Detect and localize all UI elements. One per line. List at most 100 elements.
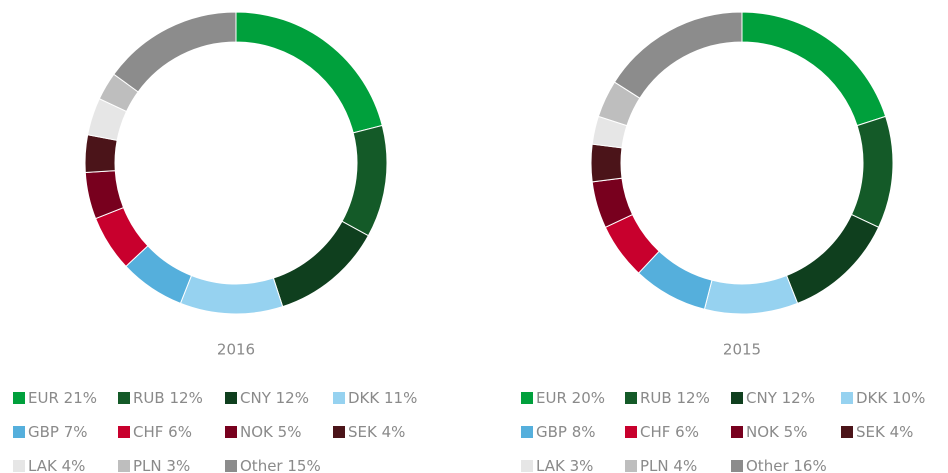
legend-value: 4% (62, 457, 86, 473)
legend-value: 4% (673, 457, 697, 473)
legend-swatch (13, 460, 25, 472)
legend-label: LAK 3% (536, 457, 593, 473)
legend-value: 3% (166, 457, 190, 473)
legend-label: EUR 20% (536, 389, 605, 407)
legend-value: 20% (572, 389, 605, 407)
legend-swatch (118, 426, 130, 438)
legend-swatch (225, 392, 237, 404)
legend-swatch (521, 426, 533, 438)
legend-swatch (841, 426, 853, 438)
donut-segment (272, 220, 370, 308)
legend-name: EUR (28, 389, 59, 407)
legend-label: CNY 12% (746, 389, 815, 407)
legend-swatch (841, 392, 853, 404)
legend-name: CNY (746, 389, 778, 407)
legend-value: 12% (169, 389, 202, 407)
legend-label: NOK 5% (746, 423, 807, 441)
legend-name: GBP (536, 423, 567, 441)
legend-value: 8% (572, 423, 596, 441)
legend-name: RUB (133, 389, 165, 407)
legend-value: 11% (384, 389, 417, 407)
legend-label: NOK 5% (240, 423, 301, 441)
legend-name: NOK (746, 423, 780, 441)
donut-segment (84, 134, 118, 174)
legend-swatch (625, 460, 637, 472)
legend-name: Other (746, 457, 789, 473)
legend-name: GBP (28, 423, 59, 441)
legend-swatch (521, 460, 533, 472)
legend-swatch (731, 426, 743, 438)
donut-segment (613, 11, 743, 99)
legend-label: RUB 12% (133, 389, 203, 407)
legend-label: CHF 6% (133, 423, 192, 441)
legend-label: CNY 12% (240, 389, 309, 407)
legend-name: LAK (536, 457, 566, 473)
legend-value: 5% (784, 423, 808, 441)
donut-segment (590, 143, 623, 183)
legend-name: RUB (640, 389, 672, 407)
legend-name: PLN (133, 457, 162, 473)
legend-name: Other (240, 457, 283, 473)
legend-label: LAK 4% (28, 457, 85, 473)
legend-value: 12% (276, 389, 309, 407)
donut-segment (179, 274, 284, 315)
legend-value: 4% (890, 423, 914, 441)
legend-name: CNY (240, 389, 272, 407)
legend-name: CHF (133, 423, 163, 441)
legend-value: 10% (892, 389, 925, 407)
legend-value: 6% (675, 423, 699, 441)
legend-name: DKK (856, 389, 888, 407)
legend-value: 12% (782, 389, 815, 407)
legend-value: 12% (676, 389, 709, 407)
legend-name: CHF (640, 423, 670, 441)
legend-label: SEK 4% (856, 423, 913, 441)
legend-swatch (118, 460, 130, 472)
legend-label: PLN 4% (640, 457, 697, 473)
legend-swatch (118, 392, 130, 404)
legend-name: NOK (240, 423, 274, 441)
legend-value: 16% (793, 457, 826, 473)
legend-label: Other 16% (746, 457, 827, 473)
legend-label: DKK 11% (348, 389, 417, 407)
legend-value: 3% (570, 457, 594, 473)
legend-name: PLN (640, 457, 669, 473)
legend-swatch (13, 392, 25, 404)
legend-name: SEK (348, 423, 378, 441)
legend-value: 5% (278, 423, 302, 441)
legend-name: EUR (536, 389, 567, 407)
legend-value: 6% (168, 423, 192, 441)
donut-segment (850, 115, 894, 228)
legend-swatch (521, 392, 533, 404)
donut-segment (341, 124, 388, 237)
donut-segment (741, 11, 887, 127)
legend-label: PLN 3% (133, 457, 190, 473)
legend-label: EUR 21% (28, 389, 97, 407)
legend-value: 4% (382, 423, 406, 441)
legend-swatch (731, 392, 743, 404)
donut-segment (785, 213, 880, 305)
legend-value: 15% (287, 457, 320, 473)
chart-title: 2016 (217, 341, 255, 359)
legend-label: CHF 6% (640, 423, 699, 441)
legend-swatch (333, 426, 345, 438)
legend-name: SEK (856, 423, 886, 441)
donut-segment (703, 274, 799, 315)
chart-title: 2015 (723, 341, 761, 359)
legend-swatch (333, 392, 345, 404)
donut-segment (235, 11, 383, 134)
legend-swatch (731, 460, 743, 472)
donut-segment (113, 11, 237, 93)
legend-label: GBP 7% (28, 423, 88, 441)
legend-swatch (13, 426, 25, 438)
legend-label: GBP 8% (536, 423, 596, 441)
legend-label: SEK 4% (348, 423, 405, 441)
legend-label: DKK 10% (856, 389, 925, 407)
legend-swatch (625, 392, 637, 404)
legend-swatch (625, 426, 637, 438)
legend-name: DKK (348, 389, 380, 407)
legend-swatch (225, 426, 237, 438)
legend-label: RUB 12% (640, 389, 710, 407)
legend-value: 7% (64, 423, 88, 441)
legend-label: Other 15% (240, 457, 321, 473)
